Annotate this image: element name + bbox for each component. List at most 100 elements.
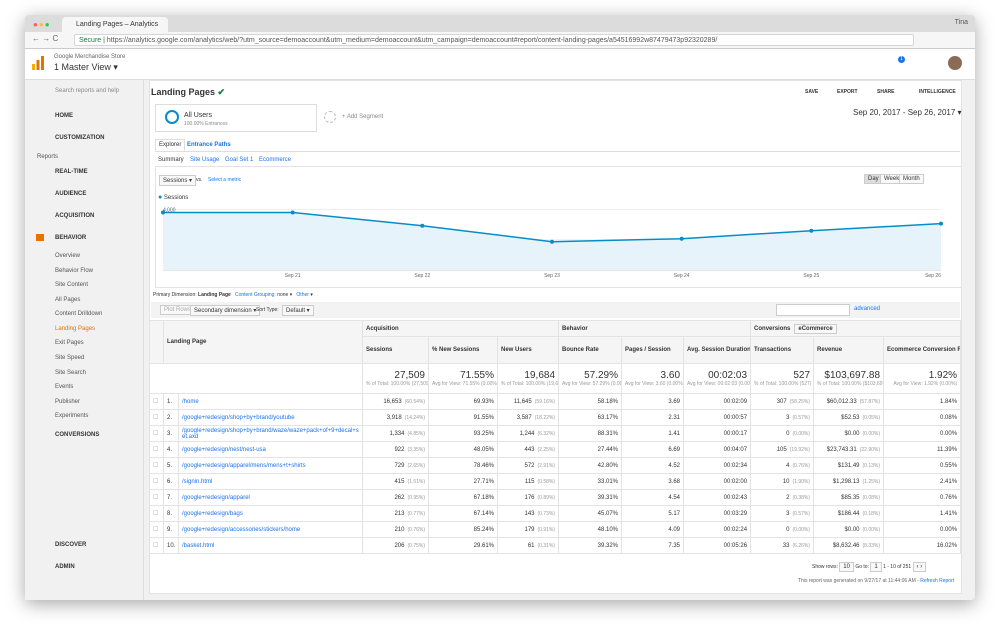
data-cell: 443 (2.25%) [496,441,560,458]
column-header[interactable]: Pages / Session [621,336,685,364]
nav-realtime[interactable]: REAL-TIME [55,169,88,175]
subtab-goal-set[interactable]: Goal Set 1 [225,157,254,163]
nav-landing-pages[interactable]: Landing Pages [55,326,96,332]
page-cell: /google+redesign/nest/nest-usa [178,441,363,458]
y-tick-label: 4,000 [163,208,176,214]
page-link[interactable]: /google+redesign/nest/nest-usa [182,446,266,453]
page-link[interactable]: /home [182,398,199,405]
view-selector[interactable]: 1 Master View ▾ [54,62,118,72]
nav-publisher[interactable]: Publisher [55,399,81,405]
avatar[interactable] [948,56,962,70]
nav-events[interactable]: Events [55,384,74,390]
segment-card[interactable] [155,104,317,132]
url-field[interactable]: Secure | https://analytics.google.com/an… [74,34,914,46]
column-header[interactable]: Revenue [813,336,885,364]
landing-page-dim[interactable]: Landing Page [198,292,231,298]
add-segment[interactable]: + Add Segment [342,114,384,120]
subtab-site-usage[interactable]: Site Usage [190,157,220,163]
column-header[interactable]: Avg. Session Duration [683,336,752,364]
row-checkbox[interactable]: ☐ [149,537,164,554]
data-cell: 176 (0.89%) [496,489,560,506]
action-export[interactable]: EXPORT [837,89,858,95]
table-search[interactable] [776,304,850,316]
page-link[interactable]: /signin.html [182,478,213,485]
page-link[interactable]: /basket.html [182,542,215,549]
period-month[interactable]: Month [899,174,924,184]
data-cell: 00:02:34 [683,457,752,474]
tab-entrance-paths[interactable]: Entrance Paths [187,142,231,148]
page-link[interactable]: /google+redesign/bags [182,510,243,517]
row-checkbox[interactable]: ☐ [149,425,164,442]
nav-site-content[interactable]: Site Content [55,282,89,288]
nav-conversions[interactable]: CONVERSIONS [55,432,100,438]
cell-value: 4.09 [668,526,681,533]
landing-page-header[interactable]: Landing Page [163,320,363,364]
secondary-dimension[interactable]: Secondary dimension ▾ [190,305,261,316]
tab-explorer[interactable]: Explorer [155,139,186,151]
nav-behavior-flow[interactable]: Behavior Flow [55,268,94,274]
nav-home[interactable]: HOME [55,113,73,119]
column-header[interactable]: Transactions [750,336,815,364]
subtab-summary[interactable]: Summary [158,157,184,163]
notification-badge[interactable]: 1 [898,56,905,63]
content-grouping[interactable]: Content Grouping: [234,292,276,298]
cell-value: 48.10% [597,526,619,533]
column-header[interactable]: New Users [496,336,560,364]
action-intelligence[interactable]: INTELLIGENCE [919,89,956,95]
page-arrows[interactable]: ‹ › [912,562,927,572]
metric-selector[interactable]: Sessions ▾ [159,175,197,186]
page-link[interactable]: /google+redesign/apparel [182,494,250,501]
row-checkbox[interactable]: ☐ [149,473,164,490]
row-checkbox[interactable]: ☐ [149,409,164,426]
nav-buttons[interactable]: ← → C [32,34,59,43]
column-header[interactable]: Bounce Rate [558,336,623,364]
nav-content-drilldown[interactable]: Content Drilldown [55,311,103,317]
subtab-ecommerce[interactable]: Ecommerce [259,157,292,163]
nav-experiments[interactable]: Experiments [55,413,89,419]
refresh-report[interactable]: Refresh Report [920,578,955,584]
page-link[interactable]: /google+redesign/accessories/stickers/ho… [182,526,301,533]
column-header[interactable]: Sessions [362,336,429,364]
column-header[interactable]: % New Sessions [428,336,498,364]
nav-all-pages[interactable]: All Pages [55,297,81,303]
row-checkbox[interactable]: ☐ [149,441,164,458]
date-range[interactable]: Sep 20, 2017 - Sep 26, 2017 ▾ [853,108,962,117]
traffic-lights[interactable]: ●●● [33,20,51,29]
sort-type[interactable]: Default ▾ [282,305,314,316]
row-checkbox[interactable]: ☐ [149,457,164,474]
nav-admin[interactable]: ADMIN [55,564,75,570]
cell-value: 00:02:00 [723,478,748,485]
column-header[interactable]: Ecommerce Conversion Rate [883,336,962,364]
row-checkbox[interactable]: ☐ [149,393,164,410]
action-share[interactable]: SHARE [877,89,895,95]
page-link[interactable]: /google+redesign/shop+by+brand/youtube [182,414,295,421]
nav-audience[interactable]: AUDIENCE [55,191,87,197]
content-grouping-value[interactable]: none [277,292,289,298]
action-save[interactable]: SAVE [805,89,819,95]
rows-select[interactable]: 10 [839,562,854,572]
search-box[interactable]: Search reports and help [55,88,120,94]
ecommerce-select[interactable]: eCommerce [794,323,837,334]
page-link[interactable]: /google+redesign/apparel/mens/mens+t+shi… [182,462,306,469]
select-metric[interactable]: Select a metric [208,177,242,183]
nav-overview[interactable]: Overview [55,253,81,259]
row-checkbox[interactable]: ☐ [149,505,164,522]
x-tick-label: Sep 22 [414,273,430,279]
nav-exit-pages[interactable]: Exit Pages [55,340,84,346]
advanced-filter[interactable]: advanced [854,306,881,312]
page-input[interactable]: 1 [870,562,882,572]
nav-customization[interactable]: CUSTOMIZATION [55,135,105,141]
browser-tab[interactable]: Landing Pages – Analytics [62,17,168,32]
row-checkbox[interactable]: ☐ [149,521,164,538]
data-row: ☐ 10./basket.html 206 (0.75%) 29.61% 61 (0.31%… [149,537,962,554]
nav-acquisition[interactable]: ACQUISITION [55,213,95,219]
cell-percent: (0.73%) [537,510,556,517]
other-dim[interactable]: Other [296,292,309,298]
page-link[interactable]: /google+redesign/shop+by+brand/waze/waze… [182,427,359,440]
nav-discover[interactable]: DISCOVER [55,542,87,548]
nav-site-search[interactable]: Site Search [55,370,87,376]
cell-percent: (19.92%) [789,446,811,453]
nav-behavior[interactable]: BEHAVIOR [55,235,87,241]
row-checkbox[interactable]: ☐ [149,489,164,506]
nav-site-speed[interactable]: Site Speed [55,355,85,361]
